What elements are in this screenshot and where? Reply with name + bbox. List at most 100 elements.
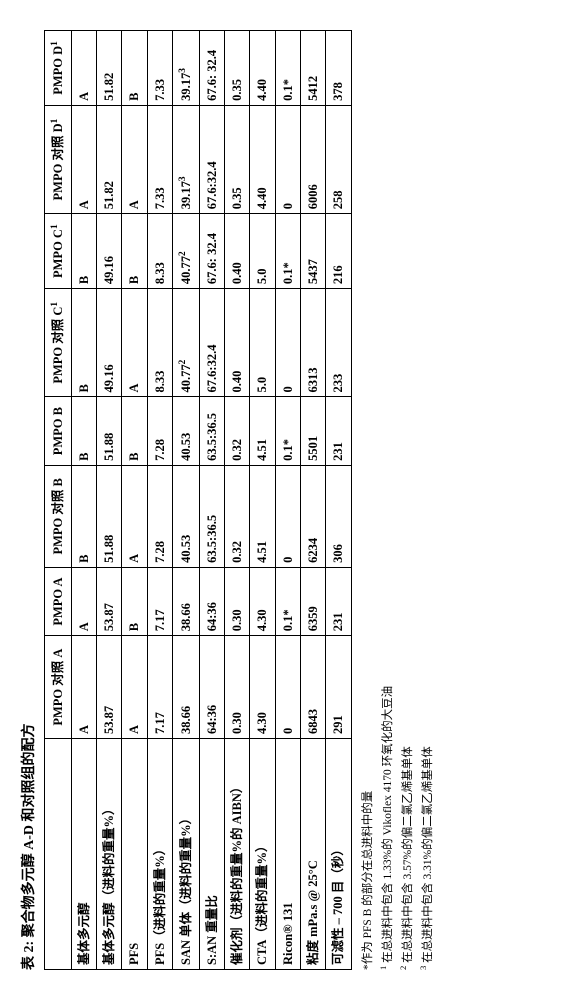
table-row: 基体多元醇（进料的重量%）53.8753.8751.8851.8849.1649… xyxy=(96,31,121,970)
cell: A xyxy=(122,105,147,213)
cell: 0 xyxy=(275,636,300,739)
footnotes: *作为 PFS B 的部分在总进料中的量 1 在总进料中包含 1.33%的 Vi… xyxy=(360,30,437,970)
cell: 231 xyxy=(326,397,351,465)
table-row: 基体多元醇AABBBBAA xyxy=(71,31,96,970)
cell: 67.6:32.4 xyxy=(199,289,224,397)
cell: 7.28 xyxy=(147,465,172,567)
cell: 0.32 xyxy=(224,397,249,465)
cell: 40.53 xyxy=(173,397,200,465)
cell: B xyxy=(71,289,96,397)
cell: 291 xyxy=(326,636,351,739)
cell: 49.16 xyxy=(96,289,121,397)
cell: 4.51 xyxy=(250,397,275,465)
cell: A xyxy=(122,465,147,567)
cell: 4.40 xyxy=(250,105,275,213)
cell: 0.1* xyxy=(275,567,300,635)
cell: 233 xyxy=(326,289,351,397)
cell: B xyxy=(122,31,147,106)
col-3: PMPO 对照 B xyxy=(45,465,72,567)
cell: 6843 xyxy=(301,636,326,739)
row-label: PFS xyxy=(122,739,147,970)
cell: 0.40 xyxy=(224,214,249,289)
cell: A xyxy=(71,567,96,635)
table-row: SAN 单体（进料的重量%）38.6638.6640.5340.5340.772… xyxy=(173,31,200,970)
cell: A xyxy=(71,31,96,106)
cell: 0.30 xyxy=(224,567,249,635)
table-caption: 表 2: 聚合物多元醇 A-D 和对照组的配方 xyxy=(18,30,38,970)
cell: 7.28 xyxy=(147,397,172,465)
table-row: 粘度 mPa.s @ 25°C6843635962345501631354376… xyxy=(301,31,326,970)
col-8: PMPO D1 xyxy=(45,31,72,106)
cell: 49.16 xyxy=(96,214,121,289)
cell: 6359 xyxy=(301,567,326,635)
row-label: Ricon® 131 xyxy=(275,739,300,970)
cell: 6313 xyxy=(301,289,326,397)
cell: 7.17 xyxy=(147,636,172,739)
table-row: PFSABABABAB xyxy=(122,31,147,970)
cell: 8.33 xyxy=(147,214,172,289)
col-7: PMPO 对照 D1 xyxy=(45,105,72,213)
cell: 63.5:36.5 xyxy=(199,465,224,567)
cell: 0 xyxy=(275,105,300,213)
cell: 53.87 xyxy=(96,567,121,635)
cell: 51.82 xyxy=(96,31,121,106)
cell: 38.66 xyxy=(173,636,200,739)
row-label: SAN 单体（进料的重量%） xyxy=(173,739,200,970)
cell: A xyxy=(122,636,147,739)
cell: A xyxy=(71,636,96,739)
col-0 xyxy=(45,739,72,970)
cell: 0 xyxy=(275,289,300,397)
col-6: PMPO C1 xyxy=(45,214,72,289)
table-row: 催化剂（进料的重量%的 AIBN）0.300.300.320.320.400.4… xyxy=(224,31,249,970)
row-label: PFS（进料的重量%） xyxy=(147,739,172,970)
table-row: S:AN 重量比64:3664:3663.5:36.563.5:36.567.6… xyxy=(199,31,224,970)
cell: 40.53 xyxy=(173,465,200,567)
footnote-3: 3 在总进料中包含 3.31%的偏二氯乙烯基单体 xyxy=(417,30,437,970)
col-2: PMPO A xyxy=(45,567,72,635)
cell: 63.5:36.5 xyxy=(199,397,224,465)
cell: 39.173 xyxy=(173,31,200,106)
col-4: PMPO B xyxy=(45,397,72,465)
cell: 38.66 xyxy=(173,567,200,635)
cell: B xyxy=(122,214,147,289)
cell: 39.173 xyxy=(173,105,200,213)
cell: 0.35 xyxy=(224,31,249,106)
cell: 0 xyxy=(275,465,300,567)
table-row: CTA（进料的重量%）4.304.304.514.515.05.04.404.4… xyxy=(250,31,275,970)
row-label: 催化剂（进料的重量%的 AIBN） xyxy=(224,739,249,970)
cell: 67.6: 32.4 xyxy=(199,214,224,289)
cell: 64:36 xyxy=(199,567,224,635)
row-label: 基体多元醇 xyxy=(71,739,96,970)
cell: 216 xyxy=(326,214,351,289)
cell: 4.30 xyxy=(250,567,275,635)
cell: B xyxy=(71,214,96,289)
cell: 0.1* xyxy=(275,31,300,106)
cell: 4.30 xyxy=(250,636,275,739)
row-label: 基体多元醇（进料的重量%） xyxy=(96,739,121,970)
cell: 0.30 xyxy=(224,636,249,739)
cell: 8.33 xyxy=(147,289,172,397)
cell: 231 xyxy=(326,567,351,635)
cell: 0.1* xyxy=(275,397,300,465)
cell: 5.0 xyxy=(250,214,275,289)
cell: 306 xyxy=(326,465,351,567)
cell: 5437 xyxy=(301,214,326,289)
cell: 258 xyxy=(326,105,351,213)
cell: 0.40 xyxy=(224,289,249,397)
footnote-star: *作为 PFS B 的部分在总进料中的量 xyxy=(360,30,377,970)
col-5: PMPO 对照 C1 xyxy=(45,289,72,397)
cell: 53.87 xyxy=(96,636,121,739)
cell: 7.33 xyxy=(147,31,172,106)
cell: 51.88 xyxy=(96,465,121,567)
cell: 4.51 xyxy=(250,465,275,567)
col-1: PMPO 对照 A xyxy=(45,636,72,739)
cell: 0.1* xyxy=(275,214,300,289)
cell: 6006 xyxy=(301,105,326,213)
footnote-1: 1 在总进料中包含 1.33%的 Vikoflex 4170 环氧化的大豆油 xyxy=(377,30,397,970)
table-row: 可滤性 – 700 目（秒）291231306231233216258378 xyxy=(326,31,351,970)
cell: 40.772 xyxy=(173,214,200,289)
row-label: CTA（进料的重量%） xyxy=(250,739,275,970)
cell: 5501 xyxy=(301,397,326,465)
cell: 7.33 xyxy=(147,105,172,213)
cell: B xyxy=(122,567,147,635)
